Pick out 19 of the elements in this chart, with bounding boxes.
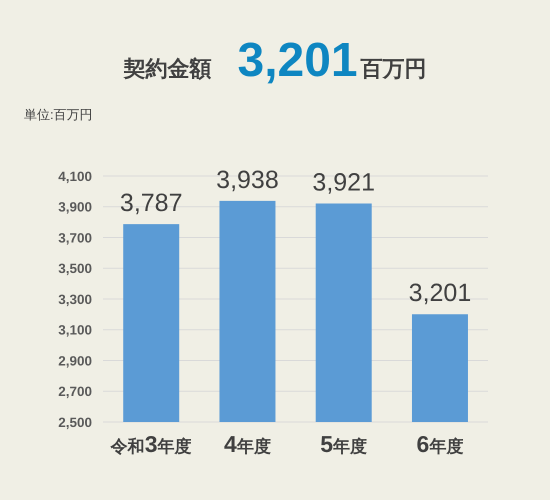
y-tick-label: 4,100 bbox=[58, 168, 92, 184]
x-tick-label: 4年度 bbox=[224, 431, 271, 457]
y-tick-label: 2,500 bbox=[58, 414, 92, 430]
y-tick-label: 3,700 bbox=[58, 230, 92, 246]
y-tick-label: 3,900 bbox=[58, 200, 92, 215]
chart-title: 契約金額 3,201百万円 bbox=[123, 34, 427, 87]
data-label: 3,787 bbox=[120, 189, 182, 218]
x-tick-label: 令和3年度 bbox=[110, 431, 192, 457]
y-tick-label: 3,100 bbox=[58, 322, 92, 338]
y-tick-label: 3,500 bbox=[58, 261, 92, 276]
x-tick-label: 5年度 bbox=[320, 431, 368, 457]
x-tick-label: 6年度 bbox=[416, 431, 464, 457]
y-tick-label: 2,700 bbox=[58, 384, 92, 400]
data-label: 3,921 bbox=[312, 168, 375, 197]
data-label: 3,938 bbox=[216, 166, 279, 194]
y-tick-label: 3,300 bbox=[58, 292, 92, 307]
y-tick-label: 2,900 bbox=[58, 353, 92, 368]
data-label: 3,201 bbox=[408, 279, 472, 308]
chart-subtitle: 単位:百万円 bbox=[24, 106, 93, 124]
